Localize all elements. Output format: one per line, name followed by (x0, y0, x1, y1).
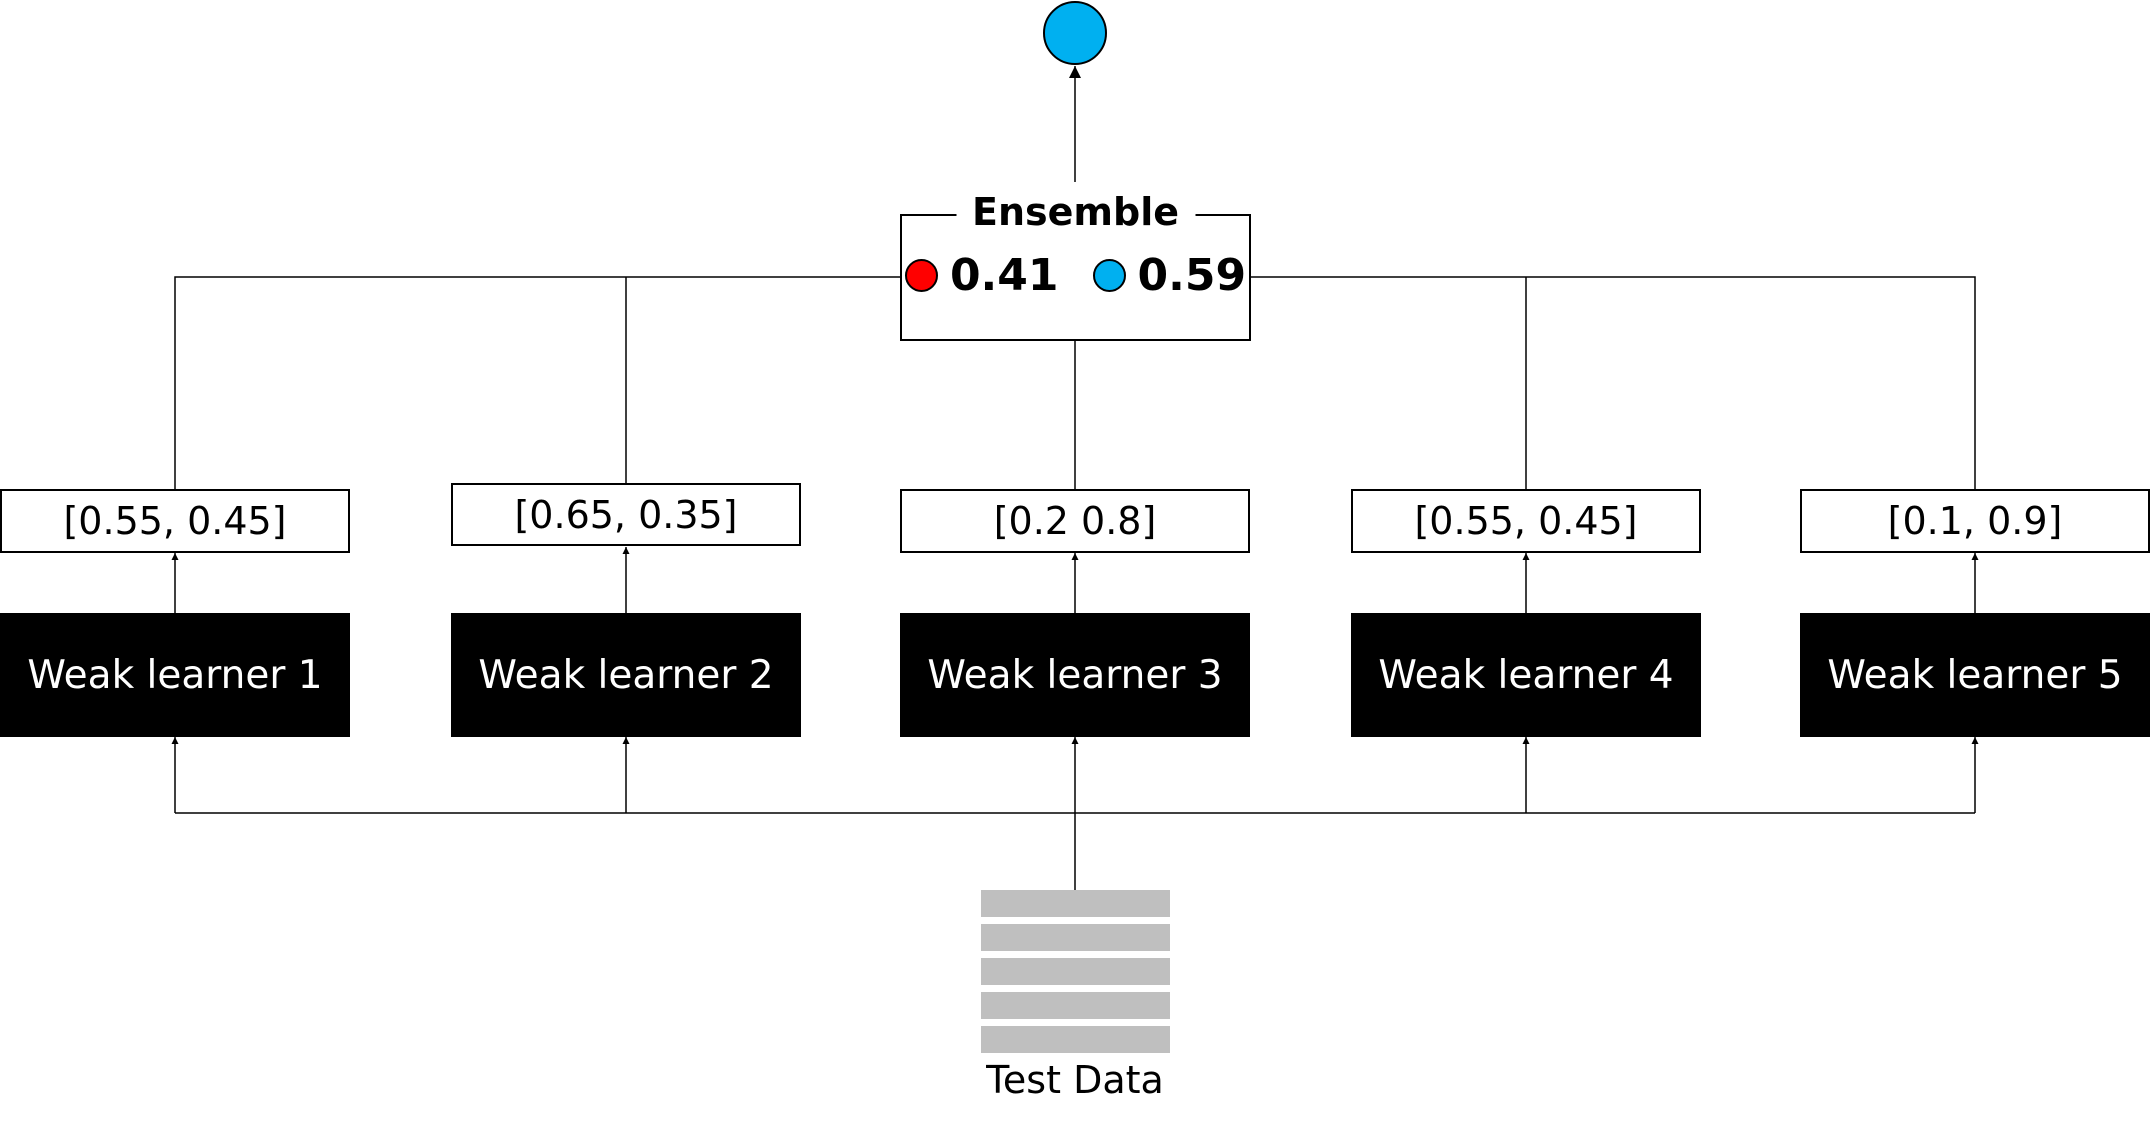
blue-class-dot (1092, 258, 1126, 292)
weak-learner-1: Weak learner 1 (0, 613, 350, 737)
data-row (981, 890, 1170, 917)
ensemble-blue-value: 0.59 (1137, 249, 1247, 301)
link-prob5-ensemble (1251, 276, 1976, 489)
output-node (1043, 1, 1107, 65)
data-row (981, 958, 1170, 985)
data-row (981, 992, 1170, 1019)
data-row (981, 1026, 1170, 1053)
ensemble-red-value: 0.41 (949, 249, 1059, 301)
prob-box-5: [0.1, 0.9] (1800, 489, 2150, 553)
ensemble-title: Ensemble (956, 190, 1195, 234)
ensemble-class-red: 0.41 (904, 249, 1059, 301)
red-class-dot (904, 258, 938, 292)
weak-learner-2: Weak learner 2 (451, 613, 801, 737)
ensemble-class-blue: 0.59 (1092, 249, 1247, 301)
prob-box-4: [0.55, 0.45] (1351, 489, 1701, 553)
data-row (981, 924, 1170, 951)
prob-box-3: [0.2 0.8] (900, 489, 1250, 553)
prob-box-1: [0.55, 0.45] (0, 489, 350, 553)
ensemble-box: Ensemble 0.41 0.59 (900, 190, 1251, 341)
link-prob1-ensemble (174, 276, 900, 489)
ensemble-values: 0.41 0.59 (902, 248, 1249, 302)
weak-learner-5: Weak learner 5 (1800, 613, 2150, 737)
test-data-label: Test Data (986, 1058, 1164, 1102)
prob-box-2: [0.65, 0.35] (451, 483, 801, 546)
weak-learner-3: Weak learner 3 (900, 613, 1250, 737)
weak-learner-4: Weak learner 4 (1351, 613, 1701, 737)
test-data-stack (981, 890, 1170, 1060)
